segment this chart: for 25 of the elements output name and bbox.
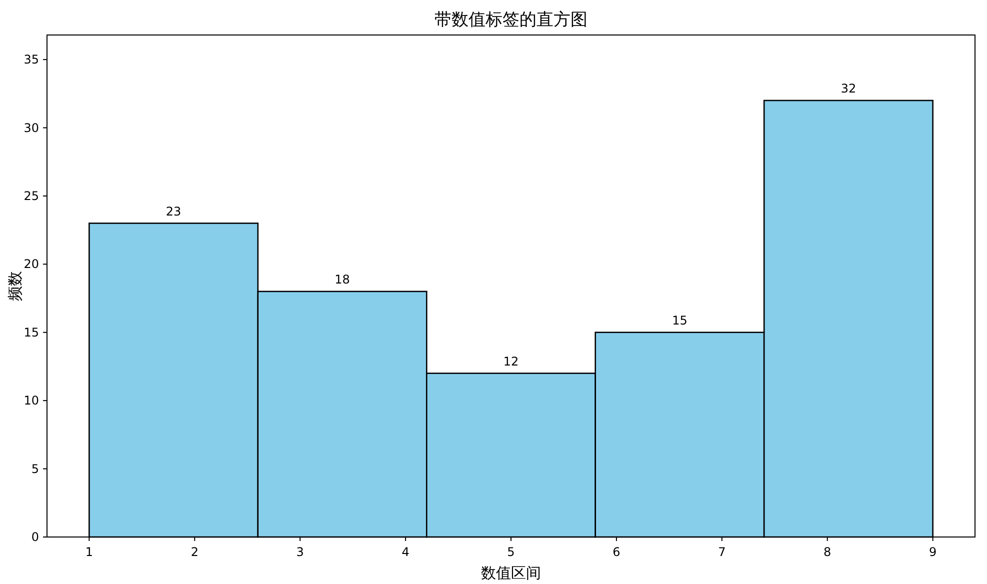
y-tick-label: 20 xyxy=(24,257,39,272)
y-tick-label: 35 xyxy=(24,52,39,67)
x-tick-label: 7 xyxy=(718,545,726,559)
x-tick-label: 5 xyxy=(507,545,515,559)
y-tick-label: 15 xyxy=(24,325,39,340)
x-tick-label: 2 xyxy=(190,545,198,559)
data-label: 12 xyxy=(503,354,519,368)
y-tick-label: 0 xyxy=(31,530,39,544)
x-tick-label: 8 xyxy=(824,545,832,559)
x-tick-label: 1 xyxy=(85,545,93,559)
chart-title: 带数值标签的直方图 xyxy=(434,10,588,30)
data-label: 23 xyxy=(166,204,182,218)
y-tick-label: 10 xyxy=(24,394,39,408)
data-label: 15 xyxy=(672,313,688,328)
x-axis-title: 数值区间 xyxy=(481,564,541,582)
y-tick-label: 30 xyxy=(24,120,39,135)
y-tick-label: 5 xyxy=(31,462,39,476)
x-tick-label: 3 xyxy=(296,545,304,559)
y-tick-label: 25 xyxy=(24,188,39,203)
y-axis-title: 频数 xyxy=(6,271,24,301)
x-tick-label: 4 xyxy=(402,545,410,559)
data-label: 18 xyxy=(334,272,350,286)
x-tick-label: 6 xyxy=(612,545,620,559)
x-tick-label: 9 xyxy=(929,545,937,559)
data-label: 32 xyxy=(840,81,856,96)
